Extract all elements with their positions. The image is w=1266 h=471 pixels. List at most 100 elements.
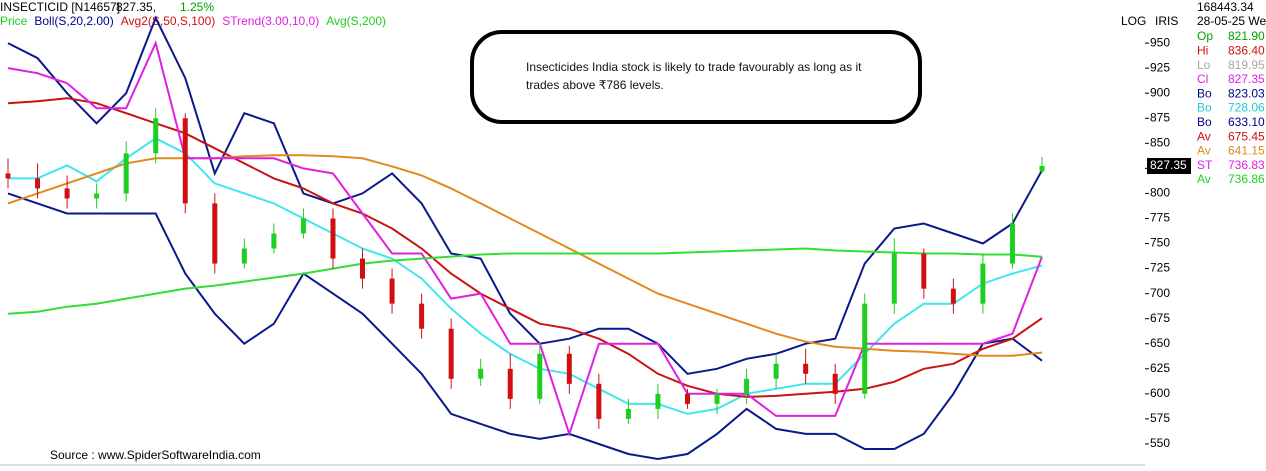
candle-body	[891, 253, 897, 304]
price-tag: 827.35	[1150, 158, 1187, 172]
info-label: Av	[1197, 129, 1211, 143]
indicator-line	[7, 247, 1043, 315]
info-value: 641.15	[1228, 144, 1265, 158]
indicator-line	[8, 137, 1043, 415]
candle-body	[625, 408, 631, 419]
candle-body	[123, 153, 129, 194]
candle-body	[448, 328, 454, 379]
candle-body	[271, 233, 277, 249]
y-tick-label: 775	[1150, 211, 1170, 225]
indicator-line	[7, 192, 1043, 461]
y-tick-label: 950	[1150, 35, 1170, 49]
scale-label: LOG	[1121, 14, 1146, 28]
info-label: Bo	[1197, 115, 1212, 129]
candle-body	[182, 118, 188, 204]
candle-body	[300, 218, 306, 234]
scale-label: IRIS	[1155, 14, 1178, 28]
last-price: 827.35,	[116, 0, 156, 14]
y-tick-label: 625	[1150, 361, 1170, 375]
candle-body	[684, 393, 690, 404]
info-label: ST	[1197, 158, 1213, 172]
candle-body	[330, 218, 336, 259]
y-tick-label: 600	[1150, 386, 1170, 400]
candle-body	[537, 353, 543, 399]
info-label: Bo	[1197, 86, 1212, 100]
indicator-line	[7, 154, 1043, 357]
info-label: Hi	[1197, 43, 1208, 57]
y-tick-label: 575	[1150, 411, 1170, 425]
info-value: 633.10	[1228, 115, 1265, 129]
candle-body	[921, 253, 927, 289]
candle-body	[212, 203, 218, 264]
y-tick-label: 550	[1150, 436, 1170, 450]
legend-entry: Avg2(S,50,S,100)	[121, 14, 216, 28]
y-tick-label: 900	[1150, 85, 1170, 99]
candle-body	[862, 303, 868, 394]
info-label: Av	[1197, 172, 1211, 186]
source: Source : www.SpiderSoftwareIndia.com	[50, 448, 261, 462]
candle-body	[389, 278, 395, 304]
candle-body	[241, 248, 247, 264]
candle-body	[1009, 223, 1015, 264]
info-value: 728.06	[1228, 101, 1265, 115]
candle-body	[803, 363, 809, 374]
candle-body	[360, 258, 366, 279]
candle-body	[153, 118, 159, 154]
info-value: 827.35	[1228, 72, 1265, 86]
annotation: Insecticides India stock is likely to tr…	[526, 60, 862, 92]
y-tick-label: 925	[1150, 60, 1170, 74]
candle-body	[832, 373, 838, 394]
info-value: 836.40	[1228, 43, 1265, 57]
info-label: Cl	[1197, 72, 1208, 86]
info-value: 819.95	[1228, 58, 1265, 72]
candle-body	[5, 173, 11, 179]
candle-body	[1039, 166, 1045, 172]
info-date: 28-05-25 We	[1197, 14, 1266, 28]
candle-body	[980, 263, 986, 304]
indicator-line	[7, 40, 1043, 438]
info-volume: 168443.34	[1197, 0, 1254, 14]
candle-body	[94, 193, 100, 199]
y-tick-label: 875	[1150, 110, 1170, 124]
candle-body	[596, 383, 602, 419]
y-tick-label: 725	[1150, 261, 1170, 275]
indicator-line	[7, 15, 1043, 375]
info-value: 736.83	[1228, 158, 1265, 172]
info-label: Op	[1197, 29, 1213, 43]
info-value: 736.86	[1228, 172, 1265, 186]
candle-body	[478, 368, 484, 379]
chart-title: INSECTICID [N14657]	[0, 0, 120, 14]
candle-body	[655, 393, 661, 409]
y-tick-label: 650	[1150, 336, 1170, 350]
y-tick-label: 675	[1150, 311, 1170, 325]
candle-body	[744, 378, 750, 394]
candle-body	[64, 188, 70, 199]
indicator-line	[7, 97, 1043, 398]
info-label: Lo	[1197, 58, 1211, 72]
y-tick-label: 850	[1150, 135, 1170, 149]
candle-body	[773, 363, 779, 379]
info-label: Bo	[1197, 101, 1212, 115]
legend-entry: STrend(3.00,10,0)	[222, 14, 319, 28]
y-tick-label: 700	[1150, 286, 1170, 300]
candle-body	[507, 368, 513, 399]
annotation-box: Insecticides India stock is likely to tr…	[470, 30, 922, 124]
legend-entry: Price	[0, 14, 28, 28]
candle-body	[714, 393, 720, 404]
candle-body	[419, 303, 425, 329]
candle-body	[566, 353, 572, 384]
candle-body	[950, 288, 956, 304]
y-tick-label: 750	[1150, 236, 1170, 250]
change: 1.25%	[180, 0, 214, 14]
info-value: 675.45	[1228, 129, 1265, 143]
price-tag-box	[1147, 158, 1191, 175]
candle-body	[35, 178, 41, 189]
info-value: 821.90	[1228, 29, 1265, 43]
y-tick-label: 800	[1150, 186, 1170, 200]
info-label: Av	[1197, 144, 1211, 158]
info-value: 823.03	[1228, 86, 1265, 100]
legend-entry: Avg(S,200)	[326, 14, 386, 28]
legend-entry: Boll(S,20,2.00)	[34, 14, 113, 28]
